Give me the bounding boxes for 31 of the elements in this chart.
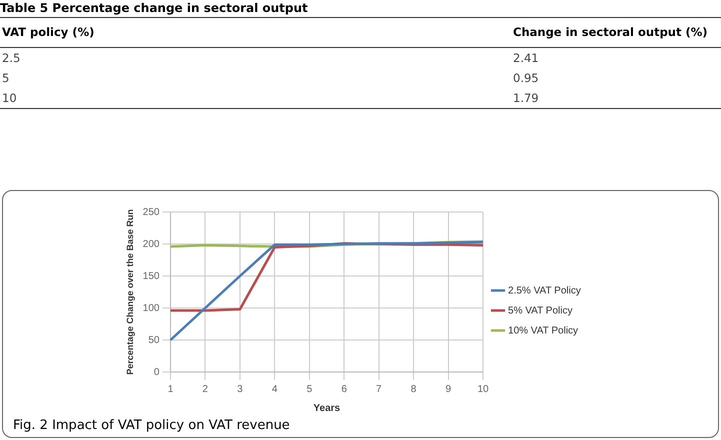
y-tick-label: 100 bbox=[142, 302, 160, 314]
caption: Fig. 2 Impact of VAT policy on VAT revenue bbox=[13, 418, 290, 433]
legend-label: 10% VAT Policy bbox=[508, 325, 578, 336]
x-tick-label: 2 bbox=[202, 384, 208, 395]
x-tick-label: 4 bbox=[272, 384, 278, 395]
legend-label: 5% VAT Policy bbox=[508, 305, 572, 316]
x-tick-label: 9 bbox=[446, 384, 452, 395]
legend-label: 2.5% VAT Policy bbox=[508, 285, 581, 296]
y-tick-label: 0 bbox=[154, 366, 160, 378]
text: 0.95 bbox=[512, 70, 540, 87]
x-tick-label: 6 bbox=[341, 384, 348, 395]
y-axis-title: Percentage Change over the Base Run bbox=[124, 209, 135, 375]
y-tick-label: 150 bbox=[142, 270, 160, 282]
y-tick-label: 200 bbox=[142, 238, 160, 250]
text: Change in sectoral output (%) bbox=[511, 18, 721, 48]
text: Table 5 Percentage change in sectoral output bbox=[0, 1, 309, 17]
y-tick-label: 250 bbox=[142, 206, 160, 218]
text: 2.41 bbox=[512, 50, 540, 67]
x-tick-label: 5 bbox=[306, 384, 313, 395]
text: 10 bbox=[1, 90, 18, 107]
y-tick-label: 50 bbox=[148, 334, 160, 346]
text: VAT policy (%) bbox=[0, 18, 511, 48]
text: 5 bbox=[1, 70, 10, 87]
x-tick-label: 3 bbox=[237, 384, 244, 395]
x-axis-title: Years bbox=[313, 402, 341, 414]
text: 2.5 bbox=[1, 50, 22, 67]
x-tick-label: 10 bbox=[477, 384, 490, 395]
x-tick-label: 1 bbox=[168, 384, 174, 395]
x-tick-label: 7 bbox=[376, 384, 382, 395]
text: 1.79 bbox=[512, 90, 540, 107]
x-tick-label: 8 bbox=[410, 384, 417, 395]
